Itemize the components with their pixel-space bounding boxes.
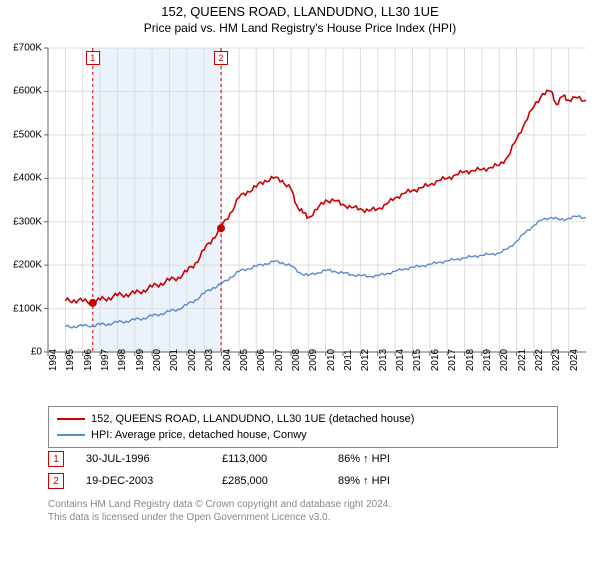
xtick-label: 2001 — [169, 349, 180, 371]
ytick-label: £400K — [0, 173, 42, 184]
legend-label: 152, QUEENS ROAD, LLANDUDNO, LL30 1UE (d… — [91, 413, 414, 425]
xtick-label: 2012 — [360, 349, 371, 371]
ytick-label: £700K — [0, 43, 42, 54]
xtick-label: 2002 — [187, 349, 198, 371]
xtick-label: 2008 — [291, 349, 302, 371]
sale-badge: 1 — [48, 451, 64, 467]
xtick-label: 2022 — [534, 349, 545, 371]
xtick-label: 2013 — [378, 349, 389, 371]
ytick-label: £100K — [0, 303, 42, 314]
xtick-label: 2000 — [152, 349, 163, 371]
xtick-label: 2020 — [499, 349, 510, 371]
sale-badge: 2 — [48, 473, 64, 489]
chart-container: 152, QUEENS ROAD, LLANDUDNO, LL30 1UE Pr… — [0, 4, 600, 564]
legend-row: HPI: Average price, detached house, Conw… — [57, 427, 549, 443]
xtick-label: 2016 — [430, 349, 441, 371]
xtick-label: 2005 — [239, 349, 250, 371]
xtick-label: 2003 — [204, 349, 215, 371]
footnote-line: This data is licensed under the Open Gov… — [48, 511, 558, 524]
marker-badge: 1 — [86, 51, 100, 65]
legend-label: HPI: Average price, detached house, Conw… — [91, 429, 307, 441]
xtick-label: 2015 — [412, 349, 423, 371]
xtick-label: 2023 — [551, 349, 562, 371]
chart-title: 152, QUEENS ROAD, LLANDUDNO, LL30 1UE — [0, 4, 600, 19]
xtick-label: 2017 — [447, 349, 458, 371]
legend-swatch — [57, 418, 85, 420]
xtick-label: 1994 — [48, 349, 59, 371]
sale-date: 19-DEC-2003 — [86, 475, 216, 487]
sale-price: £285,000 — [222, 475, 332, 487]
xtick-label: 2006 — [256, 349, 267, 371]
xtick-label: 2021 — [517, 349, 528, 371]
xtick-label: 2024 — [569, 349, 580, 371]
sale-date: 30-JUL-1996 — [86, 453, 216, 465]
sale-row: 1 30-JUL-1996 £113,000 86% ↑ HPI — [48, 448, 558, 470]
xtick-label: 2009 — [308, 349, 319, 371]
xtick-label: 1999 — [135, 349, 146, 371]
chart-subtitle: Price paid vs. HM Land Registry's House … — [0, 21, 600, 35]
legend-row: 152, QUEENS ROAD, LLANDUDNO, LL30 1UE (d… — [57, 411, 549, 427]
ytick-label: £300K — [0, 216, 42, 227]
xtick-label: 1996 — [83, 349, 94, 371]
ytick-label: £500K — [0, 129, 42, 140]
footnote: Contains HM Land Registry data © Crown c… — [48, 498, 558, 524]
xtick-label: 2014 — [395, 349, 406, 371]
xtick-label: 2010 — [326, 349, 337, 371]
ytick-label: £200K — [0, 260, 42, 271]
xtick-label: 2018 — [465, 349, 476, 371]
xtick-label: 2011 — [343, 349, 354, 371]
sales-table: 1 30-JUL-1996 £113,000 86% ↑ HPI 2 19-DE… — [48, 448, 558, 492]
legend-swatch — [57, 434, 85, 436]
xtick-label: 2019 — [482, 349, 493, 371]
xtick-label: 1995 — [65, 349, 76, 371]
xtick-label: 1997 — [100, 349, 111, 371]
legend: 152, QUEENS ROAD, LLANDUDNO, LL30 1UE (d… — [48, 406, 558, 448]
xtick-label: 2004 — [222, 349, 233, 371]
sale-price: £113,000 — [222, 453, 332, 465]
chart-area: £0 £100K £200K £300K £400K £500K £600K £700K 19… — [0, 42, 600, 402]
sale-row: 2 19-DEC-2003 £285,000 89% ↑ HPI — [48, 470, 558, 492]
sale-hpi: 86% ↑ HPI — [338, 453, 448, 465]
marker-badge: 2 — [214, 51, 228, 65]
xtick-label: 2007 — [274, 349, 285, 371]
ytick-label: £600K — [0, 86, 42, 97]
sale-hpi: 89% ↑ HPI — [338, 475, 448, 487]
ytick-label: £0 — [0, 347, 42, 358]
footnote-line: Contains HM Land Registry data © Crown c… — [48, 498, 558, 511]
xtick-label: 1998 — [117, 349, 128, 371]
